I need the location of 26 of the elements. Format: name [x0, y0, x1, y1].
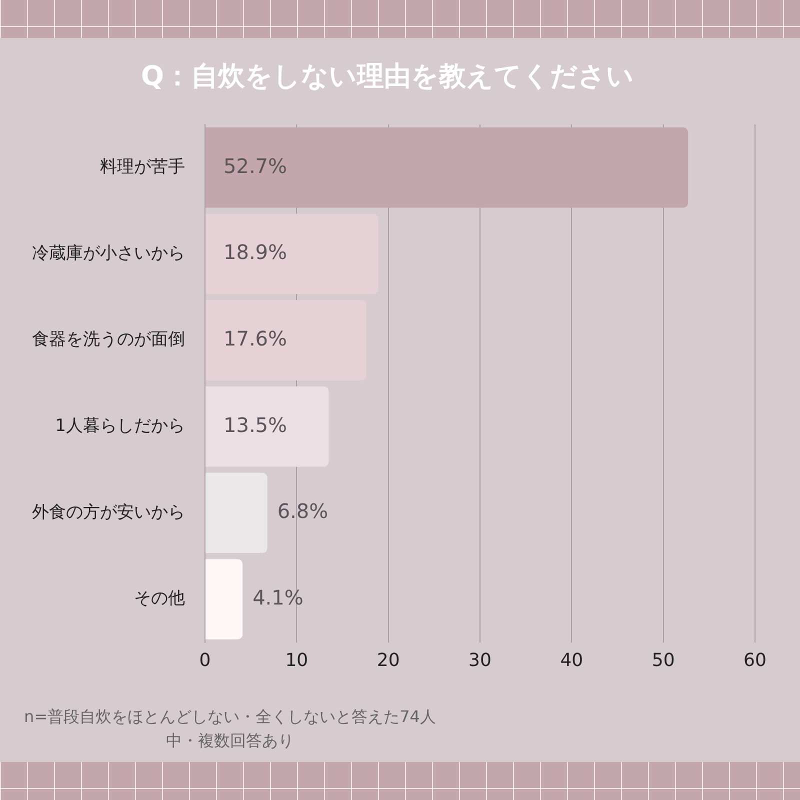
bar	[206, 559, 243, 640]
bar	[206, 214, 378, 294]
y-tick-label: 外食の方が安いから	[32, 502, 185, 522]
data-label: 52.7%	[224, 154, 288, 178]
y-tick-label: 冷蔵庫が小さいから	[32, 243, 185, 264]
data-label: 17.6%	[224, 326, 288, 350]
x-tick-label: 50	[652, 650, 675, 671]
x-tick-label: 10	[285, 650, 308, 671]
x-tick-label: 60	[744, 650, 766, 671]
text: n=普段自炊をほとんどしない・全くしないと答えた74人中・複数回答あり	[23, 706, 437, 752]
x-tick-label: 0	[199, 650, 211, 671]
y-tick-label: 食器を洗うのが面倒	[32, 330, 185, 350]
x-tick-label: 30	[468, 650, 492, 671]
y-tick-label: その他	[134, 588, 185, 609]
bar	[206, 300, 366, 380]
data-label: 4.1%	[252, 585, 304, 610]
bar	[206, 127, 688, 208]
data-label: 18.9%	[224, 240, 288, 264]
data-label: 13.5%	[224, 412, 288, 437]
data-label: 6.8%	[277, 499, 328, 524]
bar	[206, 472, 268, 554]
x-tick-label: 40	[560, 650, 584, 671]
x-tick-label: 20	[376, 650, 400, 671]
y-tick-label: 1人暮らしだから	[55, 416, 185, 436]
bar	[206, 386, 329, 467]
y-tick-label: 料理が苦手	[100, 156, 185, 177]
